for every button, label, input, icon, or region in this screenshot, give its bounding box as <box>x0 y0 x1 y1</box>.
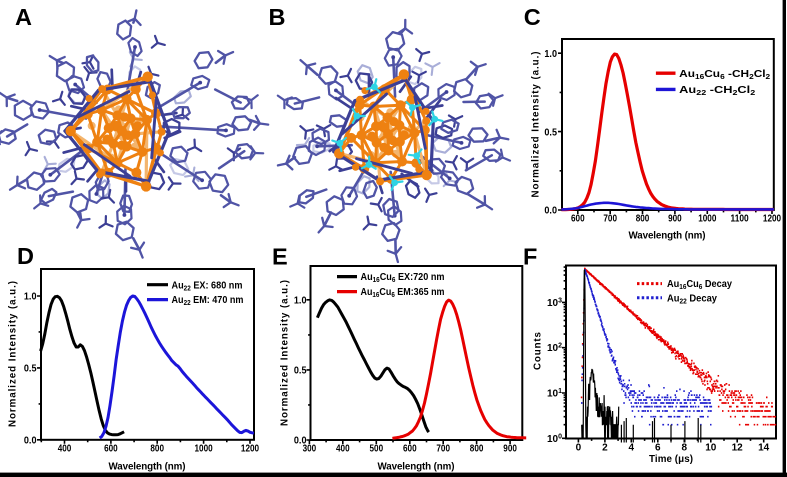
svg-text:0.5: 0.5 <box>294 366 307 377</box>
svg-text:Au16Cu6 EM:365 nm: Au16Cu6 EM:365 nm <box>361 287 445 299</box>
svg-text:Wavelength (nm): Wavelength (nm) <box>109 462 186 473</box>
svg-text:300: 300 <box>303 444 317 455</box>
svg-text:103: 103 <box>547 297 562 309</box>
svg-text:1000: 1000 <box>195 443 214 454</box>
svg-text:700: 700 <box>603 214 617 225</box>
svg-text:1000: 1000 <box>698 214 717 225</box>
svg-text:E: E <box>272 243 288 269</box>
svg-text:700: 700 <box>436 444 450 455</box>
svg-text:Au22 Decay: Au22 Decay <box>667 293 717 305</box>
svg-text:1.0: 1.0 <box>544 49 557 60</box>
svg-text:Normalized Intensity (a.u.): Normalized Intensity (a.u.) <box>8 281 19 427</box>
svg-text:1200: 1200 <box>241 443 260 454</box>
svg-text:0.0: 0.0 <box>294 436 307 447</box>
svg-text:900: 900 <box>503 444 517 455</box>
svg-text:0.5: 0.5 <box>24 364 37 375</box>
svg-text:800: 800 <box>150 443 164 454</box>
svg-text:100: 100 <box>547 433 562 445</box>
svg-text:Au16Cu6 EX:720 nm: Au16Cu6 EX:720 nm <box>361 272 445 284</box>
svg-text:Wavelength (nm): Wavelength (nm) <box>378 462 455 473</box>
svg-text:Counts: Counts <box>533 331 544 370</box>
svg-text:800: 800 <box>470 444 484 455</box>
svg-text:101: 101 <box>547 388 562 400</box>
svg-text:6: 6 <box>655 442 661 453</box>
svg-text:600: 600 <box>403 444 417 455</box>
svg-text:800: 800 <box>636 214 650 225</box>
svg-text:0.5: 0.5 <box>544 127 557 138</box>
svg-text:4: 4 <box>629 442 635 453</box>
svg-text:12: 12 <box>732 442 744 453</box>
svg-text:600: 600 <box>571 214 585 225</box>
svg-text:Au22 EX: 680 nm: Au22 EX: 680 nm <box>172 280 243 292</box>
svg-text:Time (μs): Time (μs) <box>649 454 693 465</box>
svg-text:10: 10 <box>705 442 717 453</box>
svg-text:C: C <box>524 4 541 30</box>
svg-text:102: 102 <box>547 343 562 355</box>
svg-text:1200: 1200 <box>763 214 782 225</box>
svg-text:0: 0 <box>576 442 582 453</box>
svg-text:F: F <box>523 243 537 269</box>
svg-text:0.0: 0.0 <box>544 206 557 217</box>
svg-text:400: 400 <box>336 444 350 455</box>
svg-text:Wavelength (nm): Wavelength (nm) <box>629 230 706 241</box>
svg-text:1100: 1100 <box>731 214 750 225</box>
svg-text:8: 8 <box>682 442 688 453</box>
svg-text:D: D <box>17 243 34 269</box>
svg-text:Normalized Intensity (a.u.): Normalized Intensity (a.u.) <box>531 52 542 198</box>
svg-text:500: 500 <box>370 444 384 455</box>
svg-text:0.0: 0.0 <box>24 436 37 447</box>
svg-text:2: 2 <box>602 442 608 453</box>
svg-text:1.0: 1.0 <box>24 292 37 303</box>
svg-text:400: 400 <box>58 443 72 454</box>
svg-text:600: 600 <box>104 443 118 454</box>
svg-text:14: 14 <box>758 442 770 453</box>
svg-text:Au22 EM: 470 nm: Au22 EM: 470 nm <box>172 295 244 307</box>
svg-text:900: 900 <box>668 214 682 225</box>
svg-text:Au16Cu6 Decay: Au16Cu6 Decay <box>667 279 732 291</box>
svg-text:Normalized Intensity (a.u.): Normalized Intensity (a.u.) <box>280 280 291 426</box>
svg-text:B: B <box>269 4 286 30</box>
svg-text:1.0: 1.0 <box>294 296 307 307</box>
svg-text:A: A <box>15 4 32 30</box>
